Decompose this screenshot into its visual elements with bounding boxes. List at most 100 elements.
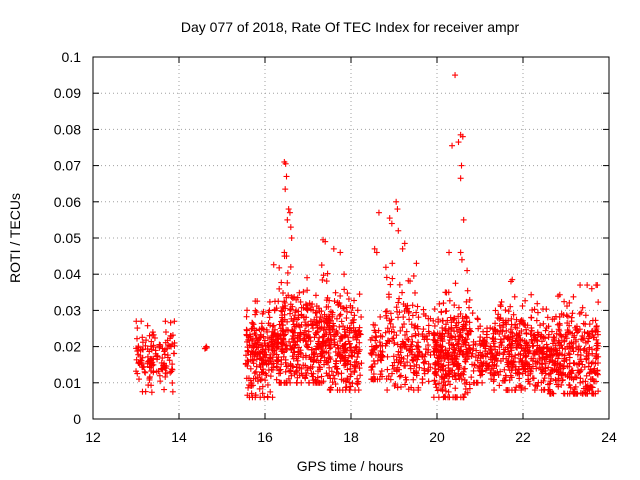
data-point xyxy=(391,329,398,336)
data-point xyxy=(477,334,484,341)
data-point xyxy=(586,321,593,328)
data-point xyxy=(134,325,141,332)
data-point xyxy=(277,332,284,339)
data-point xyxy=(459,133,466,140)
data-point xyxy=(340,323,347,330)
data-point xyxy=(421,370,428,377)
data-point xyxy=(252,351,259,358)
data-point xyxy=(566,374,573,381)
data-point xyxy=(566,390,573,397)
data-point xyxy=(410,376,417,383)
data-point xyxy=(449,142,456,149)
data-point xyxy=(399,289,406,296)
data-point xyxy=(278,379,285,386)
data-point xyxy=(309,373,316,380)
data-point xyxy=(372,337,379,344)
data-point xyxy=(372,322,379,329)
data-point xyxy=(566,382,573,389)
data-point xyxy=(139,354,146,361)
data-point xyxy=(149,331,156,338)
y-tick-label: 0.08 xyxy=(54,121,81,137)
data-point xyxy=(452,385,459,392)
data-point xyxy=(331,341,338,348)
data-point xyxy=(255,350,262,357)
data-point xyxy=(351,297,358,304)
data-point xyxy=(432,381,439,388)
data-point xyxy=(453,319,460,326)
data-point xyxy=(519,302,526,309)
data-point xyxy=(425,342,432,349)
data-point xyxy=(528,291,535,298)
data-point xyxy=(534,300,541,307)
data-point xyxy=(278,345,285,352)
data-point xyxy=(402,362,409,369)
data-point xyxy=(436,300,443,307)
data-point xyxy=(464,336,471,343)
data-point xyxy=(349,380,356,387)
data-point xyxy=(558,342,565,349)
data-point xyxy=(464,389,471,396)
data-point xyxy=(318,262,325,269)
data-point xyxy=(593,325,600,332)
data-point xyxy=(407,278,414,285)
data-point xyxy=(460,318,467,325)
data-point xyxy=(543,306,550,313)
data-point xyxy=(564,313,571,320)
data-point xyxy=(282,356,289,363)
data-point xyxy=(247,333,254,340)
data-point xyxy=(400,314,407,321)
data-point xyxy=(539,355,546,362)
data-point xyxy=(473,347,480,354)
data-point xyxy=(271,340,278,347)
data-point xyxy=(155,368,162,375)
data-point xyxy=(297,329,304,336)
data-point xyxy=(430,317,437,324)
data-point xyxy=(243,313,250,320)
data-point xyxy=(279,316,286,323)
data-point xyxy=(468,353,475,360)
data-point xyxy=(499,328,506,335)
data-point xyxy=(410,272,417,279)
data-point xyxy=(326,345,333,352)
data-point xyxy=(563,356,570,363)
data-point xyxy=(430,394,437,401)
data-point xyxy=(291,312,298,319)
data-point xyxy=(484,325,491,332)
data-point xyxy=(577,282,584,289)
data-point xyxy=(244,357,251,364)
data-point xyxy=(348,309,355,316)
data-point xyxy=(463,298,470,305)
data-point xyxy=(477,372,484,379)
data-point xyxy=(517,318,524,325)
data-point xyxy=(271,298,278,305)
data-point xyxy=(480,342,487,349)
data-point xyxy=(395,227,402,234)
data-point xyxy=(530,332,537,339)
data-point xyxy=(588,383,595,390)
data-point xyxy=(529,307,536,314)
data-point xyxy=(389,275,396,282)
data-point xyxy=(425,328,432,335)
data-point xyxy=(515,332,522,339)
data-point xyxy=(266,298,273,305)
data-point xyxy=(351,312,358,319)
data-point xyxy=(252,307,259,314)
x-tick-label: 14 xyxy=(171,429,187,445)
data-point xyxy=(557,369,564,376)
data-point xyxy=(318,353,325,360)
data-point xyxy=(440,362,447,369)
data-point xyxy=(405,309,412,316)
data-point xyxy=(313,329,320,336)
data-point xyxy=(139,339,146,346)
data-point xyxy=(148,338,155,345)
data-point xyxy=(142,369,149,376)
data-point xyxy=(420,326,427,333)
data-point xyxy=(460,216,467,223)
data-point xyxy=(340,377,347,384)
data-point xyxy=(575,370,582,377)
data-point xyxy=(387,376,394,383)
data-point xyxy=(257,353,264,360)
data-point xyxy=(497,358,504,365)
data-point xyxy=(523,353,530,360)
data-point xyxy=(162,318,169,325)
